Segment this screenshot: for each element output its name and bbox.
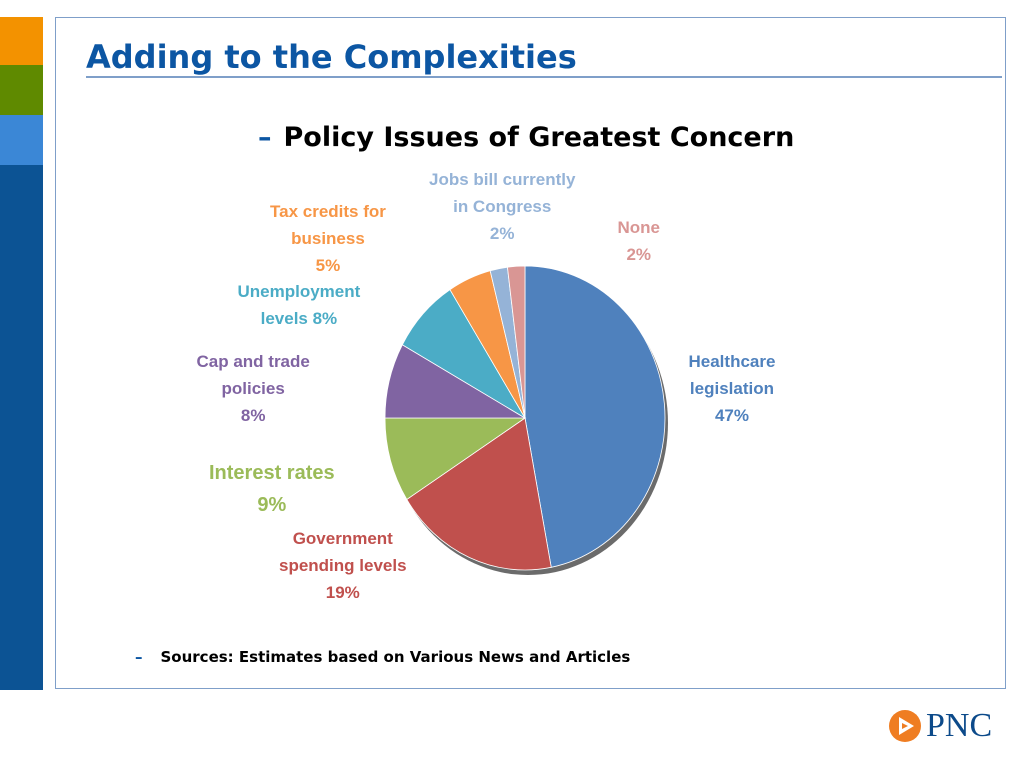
- data-label-line: legislation: [689, 379, 774, 398]
- data-label-line: None: [617, 218, 661, 237]
- slide-frame: [55, 17, 1006, 689]
- subtitle: – Policy Issues of Greatest Concern: [258, 122, 794, 153]
- data-label-line: 19%: [325, 583, 360, 602]
- data-label-line: levels 8%: [260, 309, 338, 328]
- data-label-line: 2%: [489, 224, 515, 243]
- data-label-3: Cap and trade policies 8%: [197, 348, 310, 429]
- data-label-line: Healthcare: [688, 352, 776, 371]
- title-rule: [86, 76, 1002, 78]
- pie-slice-7: [507, 265, 526, 419]
- pnc-logo: PNC: [888, 707, 992, 745]
- data-label-line: Cap and trade: [196, 352, 310, 371]
- data-label-line: 47%: [714, 406, 749, 425]
- subtitle-text: Policy Issues of Greatest Concern: [283, 122, 795, 153]
- pnc-logo-icon: [889, 710, 921, 742]
- accent-bar-dark-blue: [0, 165, 43, 690]
- data-label-line: policies: [221, 379, 285, 398]
- data-label-line: Tax credits for: [270, 202, 386, 221]
- data-label-7: None 2%: [618, 214, 661, 268]
- data-label-line: Jobs bill currently: [429, 170, 576, 189]
- pnc-logo-text: PNC: [926, 707, 993, 744]
- bullet-dash: –: [135, 648, 143, 666]
- data-label-line: 9%: [257, 494, 287, 516]
- data-label-line: business: [291, 229, 365, 248]
- data-label-line: in Congress: [453, 197, 552, 216]
- pie-slice-0: [524, 265, 666, 568]
- data-label-0: Healthcare legislation 47%: [689, 348, 776, 429]
- data-label-1: Government spending levels 19%: [279, 525, 407, 606]
- data-label-line: 8%: [240, 406, 266, 425]
- accent-bar-orange: [0, 17, 43, 65]
- data-label-2: Interest rates 9%: [209, 457, 335, 521]
- pie-slice-2: [384, 417, 527, 501]
- source-note: – Sources: Estimates based on Various New…: [135, 648, 630, 666]
- accent-bar-green: [0, 65, 43, 115]
- data-label-6: Jobs bill currently in Congress 2%: [429, 166, 575, 247]
- data-label-line: Government: [292, 529, 393, 548]
- data-label-line: Unemployment: [237, 282, 361, 301]
- accent-bar-light-blue: [0, 115, 43, 165]
- data-label-line: spending levels: [279, 556, 407, 575]
- data-label-line: 2%: [626, 245, 652, 264]
- bullet-dash: –: [258, 122, 272, 153]
- data-label-4: Unemployment levels 8%: [238, 278, 361, 332]
- pie-slice-1: [406, 417, 552, 571]
- data-label-5: Tax credits for business 5%: [270, 198, 386, 279]
- slide-title: Adding to the Complexities: [86, 38, 577, 76]
- source-text: Sources: Estimates based on Various News…: [160, 648, 631, 666]
- data-label-line: Interest rates: [209, 462, 335, 484]
- data-label-line: 5%: [315, 256, 341, 275]
